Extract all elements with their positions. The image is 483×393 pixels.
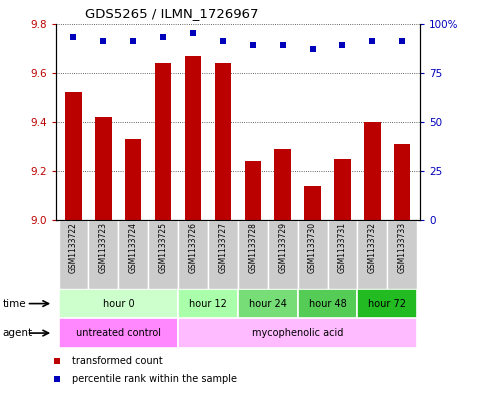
Text: GSM1133730: GSM1133730 [308,222,317,273]
Point [53,376,61,382]
Bar [238,220,268,289]
Bar [178,289,238,318]
Point [219,38,227,44]
Bar [274,149,291,220]
Bar [58,220,88,289]
Bar [394,144,411,220]
Bar [215,63,231,220]
Bar [148,220,178,289]
Bar [357,220,387,289]
Text: untreated control: untreated control [76,328,161,338]
Text: hour 48: hour 48 [309,299,346,309]
Bar [334,159,351,220]
Text: GSM1133732: GSM1133732 [368,222,377,273]
Bar [208,220,238,289]
Bar [268,220,298,289]
Point [159,34,167,40]
Text: hour 0: hour 0 [102,299,134,309]
Text: GSM1133726: GSM1133726 [188,222,198,273]
Bar [88,220,118,289]
Text: hour 12: hour 12 [189,299,227,309]
Bar [298,220,327,289]
Bar [65,92,82,220]
Point [369,38,376,44]
Bar [304,185,321,220]
Point [249,42,256,48]
Text: transformed count: transformed count [72,356,163,366]
Text: GSM1133731: GSM1133731 [338,222,347,273]
Text: GSM1133727: GSM1133727 [218,222,227,273]
Bar [238,289,298,318]
Bar [118,220,148,289]
Bar [178,220,208,289]
Bar [58,318,178,348]
Point [129,38,137,44]
Text: GSM1133729: GSM1133729 [278,222,287,273]
Bar [155,63,171,220]
Text: GSM1133733: GSM1133733 [398,222,407,273]
Bar [357,289,417,318]
Text: time: time [2,299,26,309]
Text: hour 72: hour 72 [369,299,406,309]
Point [309,46,316,52]
Point [339,42,346,48]
Bar [244,161,261,220]
Text: GSM1133723: GSM1133723 [99,222,108,273]
Text: GSM1133728: GSM1133728 [248,222,257,273]
Bar [364,122,381,220]
Text: GSM1133724: GSM1133724 [129,222,138,273]
Point [189,30,197,37]
Text: hour 24: hour 24 [249,299,287,309]
Bar [387,220,417,289]
Text: percentile rank within the sample: percentile rank within the sample [72,374,237,384]
Point [279,42,286,48]
Text: GDS5265 / ILMN_1726967: GDS5265 / ILMN_1726967 [85,7,258,20]
Bar [178,318,417,348]
Point [53,358,61,364]
Bar [125,139,142,220]
Bar [58,289,178,318]
Point [99,38,107,44]
Point [70,34,77,40]
Text: GSM1133725: GSM1133725 [158,222,168,273]
Text: agent: agent [2,328,32,338]
Bar [95,117,112,220]
Bar [327,220,357,289]
Point [398,38,406,44]
Text: mycophenolic acid: mycophenolic acid [252,328,343,338]
Bar [298,289,357,318]
Text: GSM1133722: GSM1133722 [69,222,78,273]
Bar [185,55,201,220]
